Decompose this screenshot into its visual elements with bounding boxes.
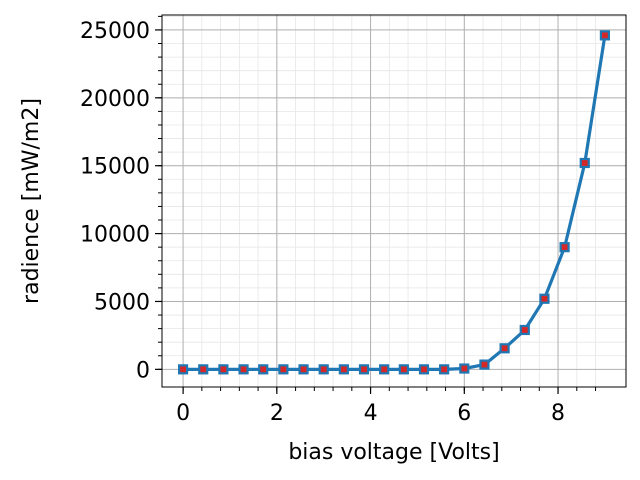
- x-tick-label: 4: [364, 401, 378, 426]
- data-point: [459, 363, 470, 374]
- data-point: [379, 364, 390, 375]
- data-point: [338, 364, 349, 375]
- y-tick-label: 25000: [80, 19, 150, 44]
- minor-grid: [162, 15, 626, 387]
- data-point: [579, 157, 590, 169]
- data-point: [238, 364, 249, 375]
- x-tick-label: 2: [270, 401, 284, 426]
- data-point: [358, 364, 370, 375]
- data-point: [418, 364, 430, 375]
- data-point: [599, 30, 611, 41]
- x-tick-label: 6: [457, 401, 471, 426]
- data-point: [499, 343, 510, 354]
- series-group: [177, 30, 611, 375]
- data-point: [278, 364, 289, 375]
- x-axis-label: bias voltage [Volts]: [288, 440, 499, 465]
- data-point: [398, 364, 409, 375]
- y-tick-label: 5000: [94, 290, 150, 315]
- y-tick-label: 20000: [80, 87, 150, 112]
- x-tick-label: 0: [176, 401, 190, 426]
- data-point: [298, 364, 309, 375]
- x-tick-label: 8: [551, 401, 565, 426]
- data-point: [519, 324, 530, 336]
- plot-frame: [161, 14, 627, 388]
- series-line: [183, 35, 607, 371]
- data-point: [198, 364, 209, 375]
- data-point: [559, 242, 570, 253]
- data-point: [439, 364, 450, 375]
- y-tick-label: 15000: [80, 155, 150, 180]
- data-point: [479, 359, 490, 370]
- y-tick-label: 0: [136, 358, 150, 383]
- axis-ticks: 0 2 4 6 8 0 5000 10000 15000 20000 25000: [80, 15, 597, 426]
- data-point: [177, 364, 189, 375]
- y-tick-label: 10000: [80, 223, 150, 248]
- data-point: [318, 364, 329, 375]
- data-point: [258, 364, 269, 375]
- y-axis-label: radience [mW/m2]: [19, 98, 44, 304]
- data-point: [539, 293, 550, 304]
- data-point: [218, 364, 229, 375]
